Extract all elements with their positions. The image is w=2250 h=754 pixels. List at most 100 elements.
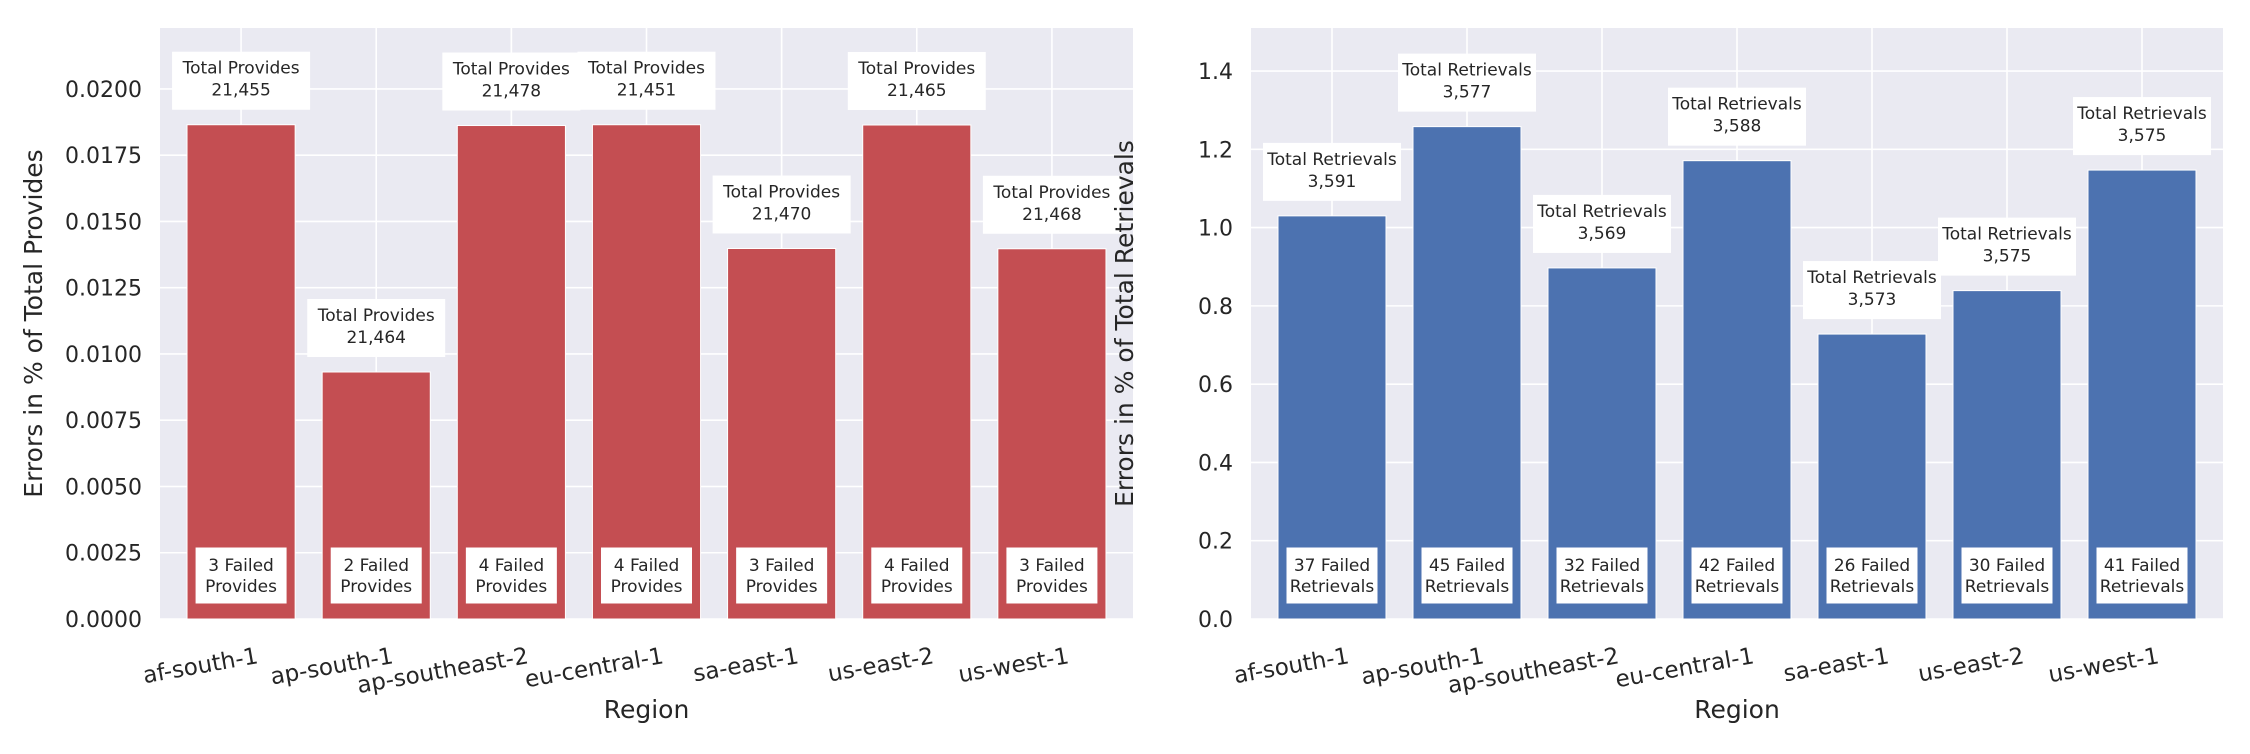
panel1-x-tick-label: us-west-1: [956, 643, 1071, 688]
panel1-y-tick-label: 0.0000: [65, 608, 142, 633]
panel2-total-label-box: [1263, 142, 1401, 201]
panel1-total-label-box: [847, 51, 986, 110]
panel2-y-tick-label: 0.6: [1198, 373, 1233, 398]
panel2-total-label-value: 3,573: [1848, 290, 1897, 310]
panel2-x-tick-label: af-south-1: [1232, 643, 1351, 689]
panel1-x-tick-label: us-east-2: [826, 643, 936, 687]
panel2-failed-label-box: [1420, 546, 1514, 605]
panel2-total-label-title: Total Retrievals: [1536, 202, 1667, 222]
panel2-x-tick-label: us-east-2: [1916, 643, 2026, 687]
panel1-total-label-box: [307, 298, 446, 357]
panel1-bar: [186, 124, 296, 620]
panel2-y-tick-label: 1.4: [1198, 60, 1233, 85]
panel2-y-tick-label: 0.0: [1198, 608, 1233, 633]
panel2-total-label-box: [1398, 53, 1536, 112]
panel2-total-label-value: 3,575: [2118, 126, 2167, 146]
panel1-bar: [591, 124, 702, 620]
panel2-failed-label-box: [1825, 546, 1919, 605]
panel2-total-label-value: 3,577: [1443, 83, 1492, 103]
panel2-failed-label-unit: Retrievals: [1425, 577, 1510, 597]
panel1-x-tick-label: eu-central-1: [523, 643, 666, 693]
panel1-total-label-title: Total Provides: [722, 182, 840, 202]
panel2-y-tick-label: 1.0: [1198, 217, 1233, 242]
panel1-total-label-value: 21,455: [211, 81, 270, 101]
panel2-failed-label-count: 45 Failed: [1429, 556, 1505, 576]
panel1-total-label-value: 21,451: [617, 81, 676, 101]
panel1-y-tick-label: 0.0175: [65, 144, 142, 169]
panel1-bar: [862, 124, 972, 620]
panel2-failed-label-unit: Retrievals: [1830, 577, 1915, 597]
panel1-total-label-value: 21,470: [752, 204, 811, 224]
panel1-failed-label-unit: Provides: [340, 577, 412, 597]
panel2-total-label-title: Total Retrievals: [1266, 150, 1397, 170]
panel2-failed-label-unit: Retrievals: [1965, 577, 2050, 597]
panel2-bar: [2087, 169, 2197, 620]
panel2-total-label-box: [1533, 194, 1671, 253]
panel1-x-axis-label: Region: [604, 695, 690, 724]
panel2-total-label-box: [1668, 87, 1806, 146]
panel1-total-label-box: [577, 51, 716, 110]
panel1-failed-label-box: [1005, 546, 1099, 605]
panel1-failed-label-box: [329, 546, 423, 605]
panel1-total-label-value: 21,478: [482, 82, 541, 102]
panel1-total-label-title: Total Provides: [857, 59, 975, 79]
panel2-total-label-box: [1938, 217, 2076, 276]
panel1-total-label-box: [172, 51, 311, 110]
panel2-total-label-box: [2073, 97, 2211, 156]
panel1-failed-label-count: 4 Failed: [479, 556, 545, 576]
panel1-bar: [456, 125, 566, 620]
panel1-failed-label-count: 3 Failed: [749, 556, 815, 576]
panel2-total-label-value: 3,588: [1713, 117, 1762, 137]
panel1-total-label-title: Total Provides: [452, 60, 570, 80]
panel2-failed-label-box: [2095, 546, 2189, 605]
panel2-failed-label-box: [1285, 546, 1379, 605]
panel2-failed-label-count: 37 Failed: [1294, 556, 1370, 576]
panel2-failed-label-unit: Retrievals: [2100, 577, 2185, 597]
panel1-failed-label-count: 2 Failed: [343, 556, 409, 576]
panel1-y-axis-label: Errors in % of Total Provides: [19, 149, 48, 497]
panel1-failed-label-box: [735, 546, 829, 605]
panel2-total-label-title: Total Retrievals: [1806, 268, 1937, 288]
panel2-failed-label-unit: Retrievals: [1290, 577, 1375, 597]
panel2-y-tick-label: 0.8: [1198, 295, 1233, 320]
panel1-y-tick-label: 0.0100: [65, 343, 142, 368]
panel2-y-tick-label: 1.2: [1198, 138, 1233, 163]
panel1-failed-label-unit: Provides: [1016, 577, 1088, 597]
panel1-total-label-title: Total Provides: [317, 306, 435, 326]
panel1-total-label-box: [442, 52, 581, 111]
panel1-failed-label-count: 3 Failed: [1019, 556, 1085, 576]
panel2-failed-label-unit: Retrievals: [1560, 577, 1645, 597]
panel1-y-tick-label: 0.0025: [65, 542, 142, 567]
panel1-total-label-value: 21,464: [346, 328, 405, 348]
panel1-y-tick-label: 0.0075: [65, 409, 142, 434]
panel2-total-label-value: 3,569: [1578, 224, 1627, 244]
panel1-total-label-title: Total Provides: [992, 183, 1110, 203]
panel1-failed-label-unit: Provides: [205, 577, 277, 597]
panel2-bar: [1412, 126, 1522, 620]
panel2-failed-label-count: 26 Failed: [1834, 556, 1910, 576]
panel1-y-tick-label: 0.0050: [65, 475, 142, 500]
panel1-failed-label-box: [870, 546, 964, 605]
panel2-failed-label-box: [1690, 546, 1784, 605]
panel1-total-label-box: [982, 175, 1121, 234]
panel2-x-tick-label: eu-central-1: [1613, 643, 1756, 693]
panel1-y-tick-label: 0.0125: [65, 277, 142, 302]
panel1-failed-label-unit: Provides: [746, 577, 818, 597]
panel1-failed-label-count: 4 Failed: [884, 556, 950, 576]
panel1-failed-label-unit: Provides: [881, 577, 953, 597]
panel1-total-label-value: 21,468: [1022, 205, 1081, 225]
panel1-total-label-title: Total Provides: [182, 59, 300, 79]
panel1-failed-label-box: [600, 546, 693, 605]
panel2-x-tick-label: us-west-1: [2046, 643, 2161, 688]
panel2-failed-label-count: 41 Failed: [2104, 556, 2180, 576]
panel2-total-label-value: 3,591: [1308, 172, 1357, 192]
panel2-y-tick-label: 0.4: [1198, 451, 1233, 476]
panel1-failed-label-count: 3 Failed: [208, 556, 274, 576]
panel2-total-label-title: Total Retrievals: [2076, 104, 2207, 124]
panel1-y-tick-label: 0.0150: [65, 210, 142, 235]
panel2-failed-label-unit: Retrievals: [1695, 577, 1780, 597]
panel1-total-label-value: 21,465: [887, 81, 946, 101]
panel1-failed-label-box: [464, 546, 558, 605]
panel2-failed-label-count: 32 Failed: [1564, 556, 1640, 576]
